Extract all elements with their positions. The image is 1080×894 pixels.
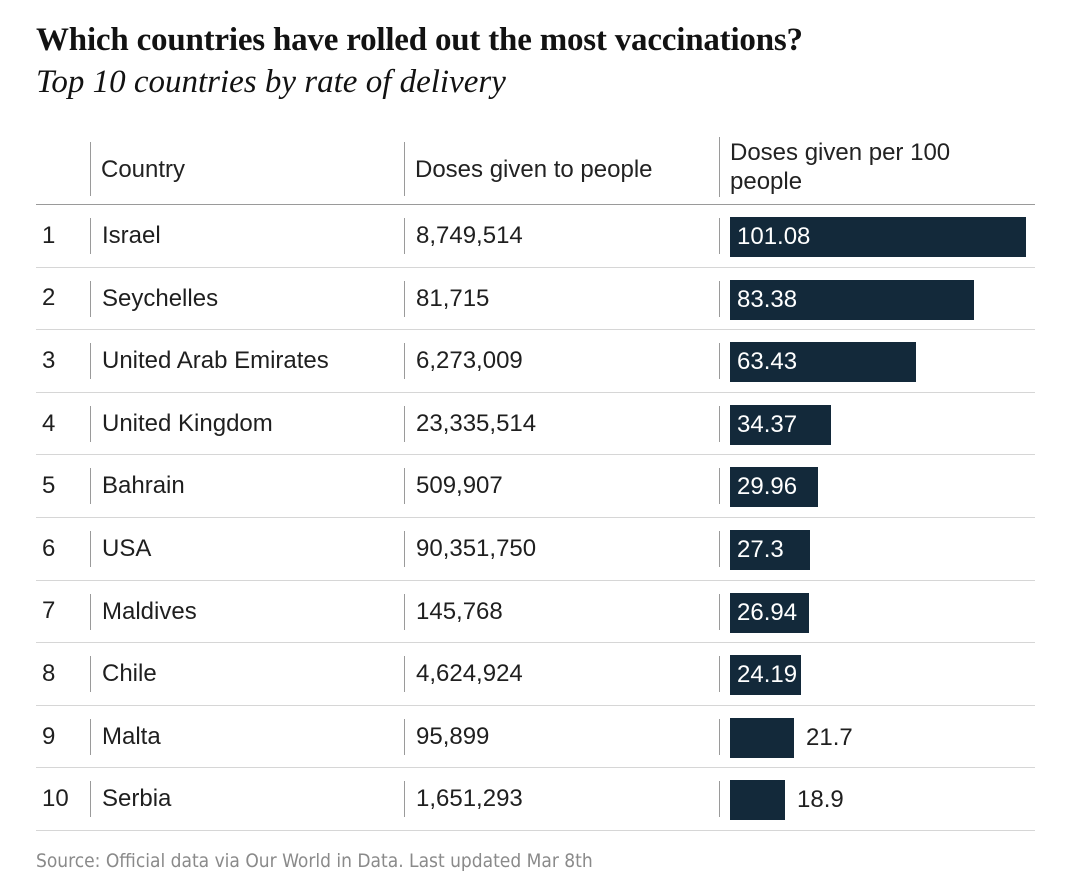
doses-cell: 145,768 — [404, 593, 503, 630]
table-row: 6 USA 90,351,750 27.3 — [36, 518, 1035, 581]
table-row: 8 Chile 4,624,924 24.19 — [36, 643, 1035, 706]
per100-cell: 18.9 — [719, 780, 1030, 821]
country-cell: Serbia — [90, 781, 171, 818]
per100-value-label: 18.9 — [797, 786, 844, 814]
per100-bar — [730, 342, 916, 383]
doses-cell: 509,907 — [404, 468, 503, 505]
rank-cell: 8 — [42, 659, 56, 687]
per100-value-label: 26.94 — [737, 598, 798, 626]
per100-value-label: 21.7 — [806, 723, 853, 751]
table-row: 4 United Kingdom 23,335,514 34.37 — [36, 393, 1035, 456]
per100-value-label: 29.96 — [737, 473, 798, 501]
country-cell: Bahrain — [90, 468, 185, 505]
country-cell: Maldives — [90, 593, 197, 630]
rank-cell: 3 — [42, 346, 56, 374]
country-cell: Seychelles — [90, 280, 218, 317]
table-row: 3 United Arab Emirates 6,273,009 63.43 — [36, 330, 1035, 393]
country-cell: Malta — [90, 718, 161, 755]
country-cell: Chile — [90, 656, 157, 693]
per100-bar — [730, 467, 818, 508]
doses-cell: 1,651,293 — [404, 781, 523, 818]
rank-cell: 10 — [42, 785, 69, 813]
doses-cell: 95,899 — [404, 718, 489, 755]
per100-cell: 101.08 — [719, 217, 1030, 257]
per100-cell: 29.96 — [719, 467, 1030, 508]
table-row: 2 Seychelles 81,715 83.38 — [36, 268, 1035, 331]
rank-cell: 6 — [42, 534, 56, 562]
table-row: 7 Maldives 145,768 26.94 — [36, 581, 1035, 644]
source-note: Source: Official data via Our World in D… — [36, 850, 593, 872]
per100-value-label: 34.37 — [737, 410, 798, 438]
per100-bar — [730, 529, 810, 570]
header-doses-per-100: Doses given per 100 people — [719, 137, 1019, 197]
per100-bar — [730, 780, 785, 821]
per100-bar — [730, 655, 801, 696]
table-row: 10 Serbia 1,651,293 18.9 — [36, 768, 1035, 831]
doses-cell: 90,351,750 — [404, 530, 536, 567]
doses-cell: 8,749,514 — [404, 218, 523, 254]
doses-cell: 4,624,924 — [404, 656, 523, 693]
country-cell: United Arab Emirates — [90, 343, 329, 380]
doses-cell: 23,335,514 — [404, 405, 536, 442]
table-row: 5 Bahrain 509,907 29.96 — [36, 455, 1035, 518]
rank-cell: 9 — [42, 722, 56, 750]
per100-value-label: 24.19 — [737, 661, 798, 689]
rank-cell: 7 — [42, 597, 56, 625]
country-cell: USA — [90, 530, 151, 567]
chart-title: Which countries have rolled out the most… — [36, 22, 803, 58]
rank-cell: 2 — [42, 284, 56, 312]
per100-cell: 34.37 — [719, 404, 1030, 445]
per100-value-label: 83.38 — [737, 285, 798, 313]
per100-bar — [730, 717, 794, 758]
per100-cell: 24.19 — [719, 655, 1030, 696]
chart-subtitle: Top 10 countries by rate of delivery — [36, 64, 506, 100]
vaccination-table: Country Doses given to people Doses give… — [36, 130, 1035, 831]
rank-cell: 4 — [42, 409, 56, 437]
per100-cell: 63.43 — [719, 342, 1030, 383]
doses-cell: 81,715 — [404, 280, 489, 317]
per100-cell: 83.38 — [719, 279, 1030, 320]
header-doses: Doses given to people — [404, 142, 704, 196]
country-cell: Israel — [90, 218, 161, 254]
per100-bar — [730, 279, 974, 320]
table-header: Country Doses given to people Doses give… — [36, 130, 1035, 205]
per100-bar — [730, 217, 1026, 257]
per100-cell: 21.7 — [719, 717, 1030, 758]
per100-cell: 26.94 — [719, 592, 1030, 633]
table-row: 1 Israel 8,749,514 101.08 — [36, 205, 1035, 268]
header-country: Country — [90, 142, 390, 196]
table-body: 1 Israel 8,749,514 101.08 2 Seychelles 81,715 8… — [36, 205, 1035, 831]
per100-value-label: 101.08 — [737, 223, 811, 250]
per100-value-label: 27.3 — [737, 535, 784, 563]
doses-cell: 6,273,009 — [404, 343, 523, 380]
table-row: 9 Malta 95,899 21.7 — [36, 706, 1035, 769]
per100-bar — [730, 404, 831, 445]
country-cell: United Kingdom — [90, 405, 273, 442]
rank-cell: 5 — [42, 472, 56, 500]
rank-cell: 1 — [42, 221, 56, 249]
per100-value-label: 63.43 — [737, 348, 798, 376]
per100-bar — [730, 592, 809, 633]
per100-cell: 27.3 — [719, 529, 1030, 570]
